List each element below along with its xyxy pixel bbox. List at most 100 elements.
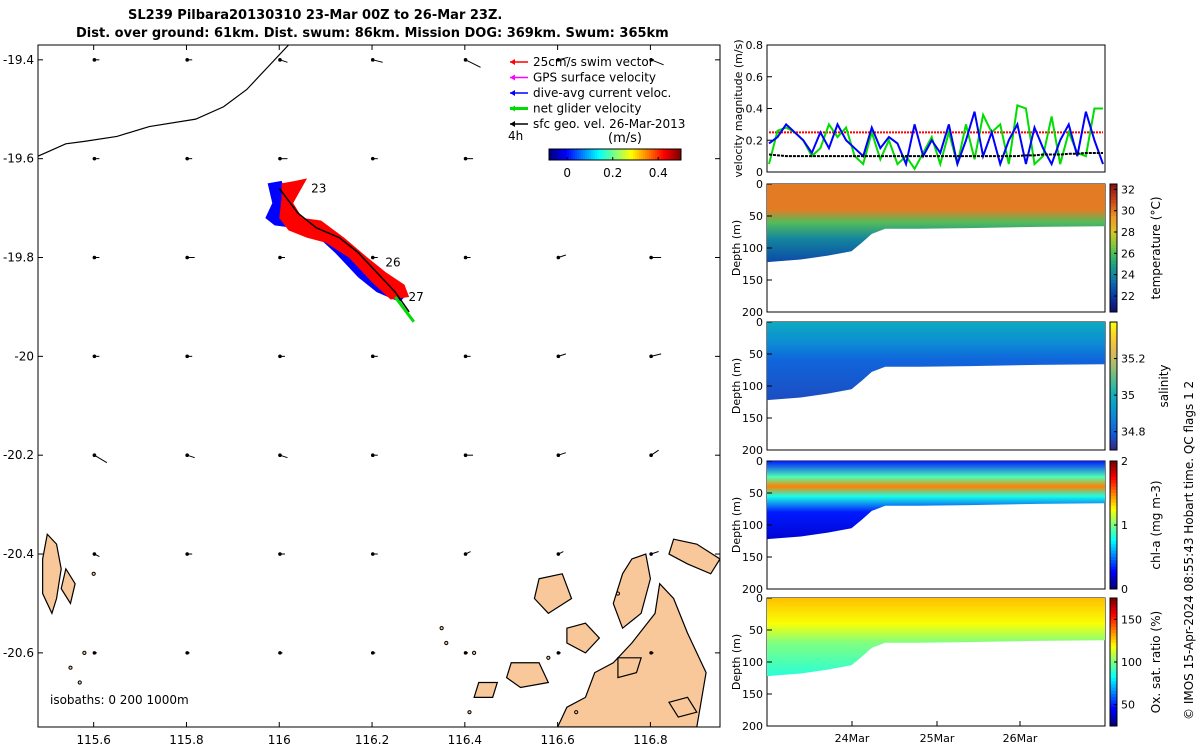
velocity-series-line bbox=[768, 111, 1104, 168]
section-colorbar-cell bbox=[1110, 347, 1117, 352]
section-colorbar-cell bbox=[1110, 515, 1117, 520]
sfc-velocity-arrow bbox=[558, 551, 564, 555]
section-data-field bbox=[767, 322, 1105, 401]
section-colorbar-cell bbox=[1110, 248, 1117, 252]
islet bbox=[615, 591, 621, 596]
section-colorbar-cell bbox=[1110, 473, 1117, 478]
section-ytick-label: 100 bbox=[742, 380, 763, 393]
colorbar-cell bbox=[601, 149, 604, 160]
colorbar-cell bbox=[651, 149, 654, 160]
section-colorbar-cell bbox=[1110, 190, 1117, 195]
section-colorbar-tick-label: 100 bbox=[1121, 656, 1142, 669]
section-colorbar-cell bbox=[1110, 308, 1117, 313]
colorbar-cell bbox=[605, 149, 608, 160]
islet bbox=[439, 626, 444, 631]
colorbar-cell bbox=[625, 149, 628, 160]
section-colorbar-cell bbox=[1110, 257, 1117, 262]
sfc-velocity-arrow bbox=[465, 59, 481, 68]
section-colorbar-cell bbox=[1110, 623, 1117, 628]
section-colorbar-tick-label: 0 bbox=[1121, 583, 1128, 596]
section-colorbar-cell bbox=[1110, 703, 1117, 708]
section-colorbar-cell bbox=[1110, 414, 1117, 419]
section-colorbar-cell bbox=[1110, 386, 1117, 390]
colorbar-cell bbox=[569, 149, 572, 160]
sfc-velocity-origin bbox=[92, 354, 97, 359]
section-colorbar-cell bbox=[1110, 267, 1117, 271]
legend-arrowhead bbox=[510, 105, 515, 112]
colorbar-cell bbox=[561, 149, 564, 160]
colorbar-cell bbox=[563, 149, 566, 160]
map-axes-box bbox=[37, 44, 721, 728]
colorbar-cell bbox=[553, 149, 556, 160]
section-colorbar-cell bbox=[1110, 260, 1117, 265]
sfc-velocity-origin bbox=[92, 58, 97, 62]
section-colorbar-cell bbox=[1110, 665, 1117, 669]
section-colorbar-cell bbox=[1110, 283, 1117, 287]
section-colorbar-tick-label: 26 bbox=[1121, 247, 1135, 260]
section-colorbar-label: temperature (°C) bbox=[1149, 197, 1163, 300]
section-colorbar-cell bbox=[1110, 713, 1117, 717]
section-colorbar-cell bbox=[1110, 350, 1117, 355]
section-colorbar-cell bbox=[1110, 617, 1117, 621]
colorbar-cell bbox=[633, 149, 636, 160]
islet bbox=[444, 640, 449, 646]
colorbar-unit: (m/s) bbox=[608, 131, 642, 146]
section-colorbar-cell bbox=[1110, 331, 1117, 336]
section-colorbar-cell bbox=[1110, 534, 1117, 539]
section-colorbar-tick-label: 150 bbox=[1121, 613, 1142, 626]
section-colorbar-cell bbox=[1110, 716, 1117, 721]
sfc-velocity-arrow bbox=[650, 59, 664, 66]
section-colorbar-cell bbox=[1110, 382, 1117, 387]
section-colorbar-cell bbox=[1110, 421, 1117, 425]
section-colorbar-cell bbox=[1110, 251, 1117, 255]
sfc-velocity-arrow bbox=[94, 553, 100, 557]
day-label: 23 bbox=[311, 181, 326, 195]
section-colorbar-cell bbox=[1110, 289, 1117, 294]
section-colorbar-cell bbox=[1110, 203, 1117, 207]
colorbar-cell bbox=[645, 149, 648, 160]
section-colorbar-cell bbox=[1110, 286, 1117, 291]
map-ytick-label: -20.2 bbox=[3, 448, 34, 462]
section-colorbar-cell bbox=[1110, 722, 1117, 727]
land-polygon bbox=[612, 553, 652, 630]
section-colorbar-cell bbox=[1110, 225, 1117, 230]
section-colorbar-cell bbox=[1110, 292, 1117, 297]
section-colorbar-cell bbox=[1110, 461, 1117, 465]
section-colorbar-cell bbox=[1110, 325, 1117, 329]
section-data-field bbox=[767, 461, 1105, 540]
colorbar-cell bbox=[611, 149, 614, 160]
map-xtick-label: 115.8 bbox=[169, 733, 203, 747]
velocity-series-line bbox=[768, 103, 1103, 171]
sfc-velocity-arrow bbox=[558, 353, 566, 357]
sfc-velocity-arrow bbox=[465, 551, 471, 555]
velocity-ytick-label: 0.4 bbox=[746, 103, 764, 116]
map-ytick-label: -19.8 bbox=[3, 251, 34, 265]
colorbar-cell bbox=[609, 149, 612, 160]
section-colorbar-cell bbox=[1110, 209, 1117, 214]
section-colorbar-cell bbox=[1110, 241, 1117, 246]
land-polygon bbox=[556, 582, 707, 727]
section-colorbar-cell bbox=[1110, 557, 1117, 561]
colorbar-cell bbox=[571, 149, 574, 160]
map-xtick-label: 116.8 bbox=[633, 733, 667, 747]
map-xtick-label: 115.6 bbox=[76, 733, 110, 747]
section-colorbar-cell bbox=[1110, 302, 1117, 307]
colorbar-cell bbox=[659, 149, 662, 160]
colorbar-cell bbox=[575, 149, 578, 160]
colorbar-cell bbox=[603, 149, 606, 160]
colorbar-cell bbox=[637, 149, 640, 160]
colorbar-cell bbox=[679, 149, 682, 160]
velocity-ylabel: velocity magnitude (m/s) bbox=[732, 39, 745, 177]
legend-arrowhead bbox=[510, 90, 515, 96]
section-ytick-label: 0 bbox=[756, 178, 763, 191]
section-ytick-label: 150 bbox=[742, 551, 763, 564]
section-ylabel: Depth (m) bbox=[730, 634, 743, 690]
section-colorbar-cell bbox=[1110, 550, 1117, 555]
section-colorbar-cell bbox=[1110, 212, 1117, 217]
section-colorbar-cell bbox=[1110, 402, 1117, 406]
land-polygon bbox=[42, 532, 62, 615]
section-colorbar-cell bbox=[1110, 366, 1117, 371]
date-xtick-label: 26Mar bbox=[1003, 732, 1038, 745]
section-colorbar-tick-label: 35 bbox=[1121, 389, 1135, 402]
colorbar-cell bbox=[665, 149, 668, 160]
